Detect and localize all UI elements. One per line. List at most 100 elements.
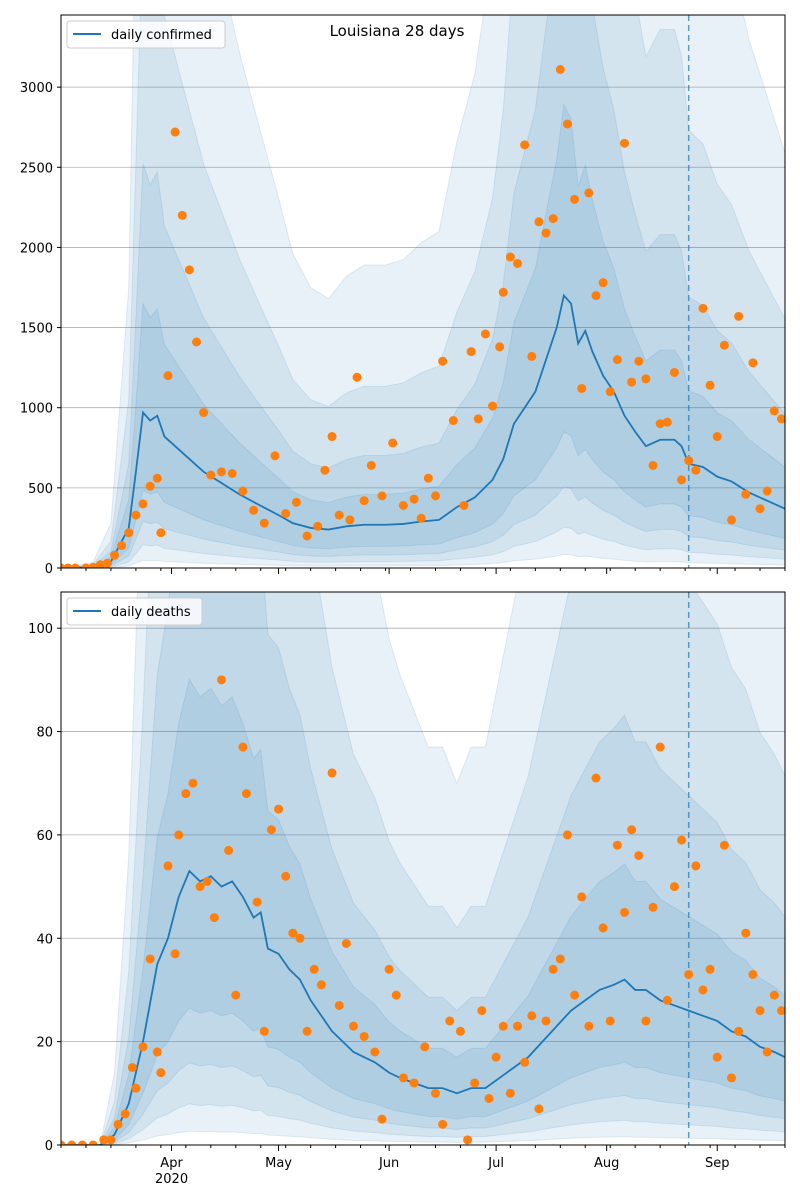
- confirmed-grid: [61, 86, 785, 569]
- y-tick-label: 100: [28, 622, 53, 637]
- observed-point: [477, 1006, 487, 1016]
- observed-point: [81, 563, 91, 568]
- observed-point: [669, 882, 679, 892]
- deaths-axes-frame: [60, 591, 786, 1146]
- observed-point: [327, 768, 337, 778]
- observed-point: [712, 432, 722, 442]
- observed-point: [562, 830, 572, 840]
- series-line-0: [61, 293, 785, 568]
- observed-point: [77, 1140, 87, 1145]
- observed-point: [577, 892, 587, 902]
- observed-point: [548, 214, 558, 224]
- x-tick-label: Apr: [160, 1156, 183, 1171]
- observed-point: [562, 119, 572, 129]
- observed-point: [170, 949, 180, 959]
- observed-point: [584, 188, 594, 198]
- observed-point: [655, 742, 665, 752]
- observed-point: [534, 1104, 544, 1114]
- x-tick-label: Aug: [594, 1156, 619, 1171]
- observed-point: [712, 1052, 722, 1062]
- observed-point: [291, 497, 301, 507]
- observed-point: [88, 562, 98, 568]
- observed-point: [174, 830, 184, 840]
- observed-point: [177, 210, 187, 220]
- observed-point: [95, 560, 105, 568]
- observed-point: [541, 1016, 551, 1026]
- observed-point: [348, 1021, 358, 1031]
- observed-point: [145, 481, 155, 491]
- observed-point: [106, 1135, 116, 1145]
- confirmed-model-line: [61, 293, 785, 568]
- observed-point: [184, 265, 194, 275]
- observed-point: [612, 355, 622, 365]
- observed-point: [719, 840, 729, 850]
- observed-point: [206, 470, 216, 480]
- observed-point: [423, 473, 433, 483]
- observed-point: [505, 1088, 515, 1098]
- y-tick-label: 2000: [20, 241, 53, 256]
- observed-point: [448, 416, 458, 426]
- observed-point: [584, 1021, 594, 1031]
- deaths-y-axis: 0 20 40 60 80 100: [28, 622, 61, 1154]
- observed-point: [199, 408, 209, 418]
- observed-point: [598, 278, 608, 288]
- observed-point: [259, 1026, 269, 1036]
- observed-point: [634, 851, 644, 861]
- observed-point: [634, 356, 644, 366]
- observed-point: [662, 995, 672, 1005]
- observed-point: [577, 383, 587, 393]
- y-tick-label: 0: [45, 562, 53, 577]
- observed-point: [249, 505, 259, 515]
- observed-point: [288, 928, 298, 938]
- y-tick-label: 3000: [20, 81, 53, 96]
- observed-point: [677, 475, 687, 485]
- y-tick-label: 60: [36, 829, 53, 844]
- observed-point: [398, 500, 408, 510]
- observed-point: [445, 1016, 455, 1026]
- observed-point: [370, 1047, 380, 1057]
- observed-point: [67, 1140, 77, 1145]
- observed-point: [384, 964, 394, 974]
- observed-point: [555, 64, 565, 74]
- y-tick-label: 1000: [20, 402, 53, 417]
- observed-point: [620, 907, 630, 917]
- y-tick-label: 1500: [20, 322, 53, 337]
- x-tick-label: Sep: [705, 1156, 730, 1171]
- observed-point: [748, 358, 758, 368]
- uncertainty-band: [61, 592, 785, 1145]
- observed-point: [555, 954, 565, 964]
- confirmed-uncertainty-bands: [61, 15, 785, 568]
- y-tick-label: 500: [28, 482, 53, 497]
- observed-point: [388, 438, 398, 448]
- y-tick-label: 40: [36, 932, 53, 947]
- observed-point: [109, 550, 119, 560]
- observed-point: [605, 1016, 615, 1026]
- observed-point: [377, 1114, 387, 1124]
- observed-point: [438, 1119, 448, 1129]
- observed-point: [313, 521, 323, 531]
- x-tick-label: Jul: [487, 1156, 504, 1171]
- legend-entry-daily-confirmed: daily confirmed: [111, 28, 212, 43]
- observed-point: [691, 861, 701, 871]
- observed-point: [238, 486, 248, 496]
- observed-point: [648, 460, 658, 470]
- observed-point: [181, 789, 191, 799]
- observed-point: [455, 1026, 465, 1036]
- observed-point: [727, 515, 737, 525]
- uncertainty-band: [61, 592, 785, 1145]
- observed-point: [641, 1016, 651, 1026]
- confirmed-legend: daily confirmed: [66, 20, 226, 49]
- observed-point: [216, 675, 226, 685]
- observed-point: [192, 337, 202, 347]
- y-tick-label: 20: [36, 1036, 53, 1051]
- deaths-observed-points: [61, 675, 785, 1145]
- observed-point: [195, 882, 205, 892]
- x-tick-label: Jun: [378, 1156, 399, 1171]
- confirmed-y-axis: 0 500 1000 1500 2000 2500 3000: [20, 81, 61, 577]
- confirmed-axes-frame: [60, 14, 786, 569]
- x-tick-label: May: [265, 1156, 292, 1171]
- observed-point: [320, 465, 330, 475]
- observed-point: [295, 933, 305, 943]
- observed-point: [156, 1068, 166, 1078]
